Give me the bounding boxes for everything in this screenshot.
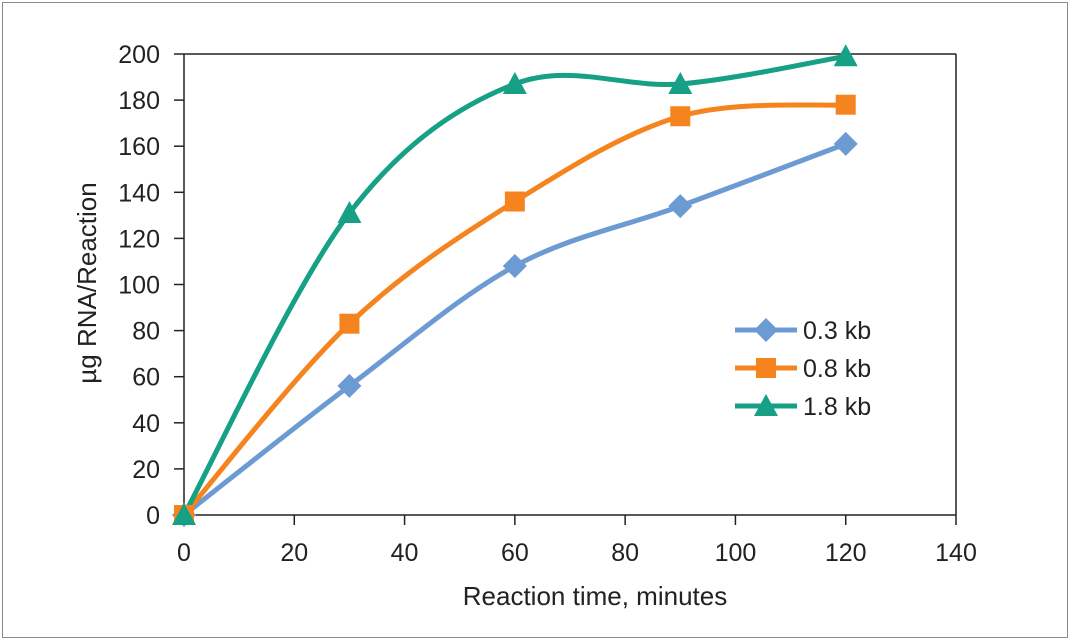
data-point-square [504,191,525,212]
x-tick-label: 0 [177,539,191,567]
x-tick-label: 60 [501,539,529,567]
x-tick-label: 80 [611,539,639,567]
legend-triangle-marker [754,394,778,416]
data-point-diamond [833,131,858,156]
x-tick-label: 120 [825,539,867,567]
data-point-diamond [668,194,693,219]
data-point-square [670,106,691,127]
legend-label: 1.8 kb [803,393,871,421]
y-tick-label: 180 [118,87,160,115]
data-point-triangle [172,503,196,525]
series-line-1-8-kb [181,53,849,518]
data-point-triangle [833,44,858,67]
x-tick-label: 40 [391,539,419,567]
y-tick-label: 140 [118,179,160,207]
x-tick-label: 20 [280,539,308,567]
y-ticks: 0 20 40 60 80 100 120 140 160 180 200 [118,41,184,530]
y-tick-label: 100 [118,272,160,300]
y-tick-label: 80 [132,318,160,346]
y-tick-label: 60 [132,364,160,392]
data-point-diamond [337,373,362,398]
data-point-square [835,94,856,115]
x-tick-label: 140 [935,539,977,567]
y-tick-label: 120 [118,225,160,253]
y-tick-label: 200 [118,41,160,69]
x-ticks: 0 20 40 60 80 100 120 140 [177,515,977,567]
legend-label: 0.3 kb [803,317,871,345]
legend: 0.3 kb 0.8 kb 1.8 kb [735,317,871,421]
data-point-diamond [502,254,527,279]
legend-label: 0.8 kb [803,355,871,383]
series-markers [172,44,858,527]
axes [183,53,957,516]
y-tick-label: 160 [118,133,160,161]
data-point-triangle [337,201,362,224]
data-point-triangle [668,71,693,94]
legend-square-marker [756,358,776,378]
y-tick-label: 40 [132,410,160,438]
x-axis-title: Reaction time, minutes [463,581,727,611]
legend-diamond-marker [754,318,778,342]
y-axis-title: µg RNA/Reaction [72,182,102,383]
y-tick-label: 20 [132,456,160,484]
series-line-0-8-kb [181,102,849,518]
x-tick-label: 100 [715,539,757,567]
series-lines [181,53,849,518]
y-tick-label: 0 [146,502,160,530]
data-point-square [339,313,360,334]
data-point-triangle [502,71,527,94]
